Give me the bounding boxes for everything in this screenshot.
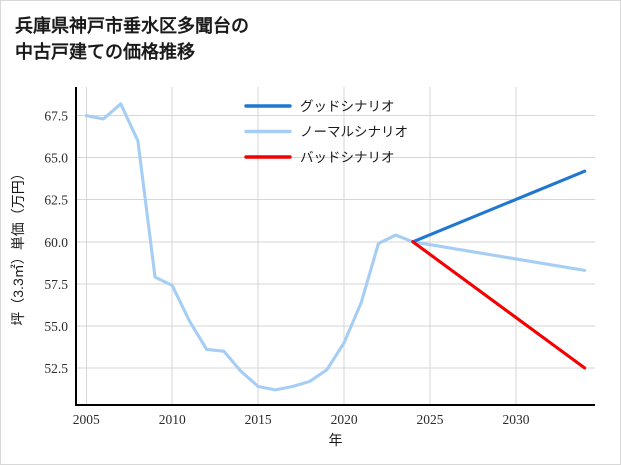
x-tick-label: 2015 <box>245 412 272 427</box>
x-tick-label: 2020 <box>331 412 358 427</box>
y-tick-label: 62.5 <box>44 193 68 208</box>
series-line-バッドシナリオ <box>411 240 587 370</box>
x-axis-title: 年 <box>329 432 343 448</box>
y-tick-label: 57.5 <box>44 277 68 292</box>
axis-spines <box>75 87 595 406</box>
series-line-グッドシナリオ <box>411 169 587 244</box>
chart-title: 兵庫県神戸市垂水区多聞台の 中古戸建ての価格推移 <box>15 16 249 63</box>
y-tick-label: 55.0 <box>44 319 68 334</box>
series-line-ノーマルシナリオ <box>84 102 587 392</box>
x-tick-label: 2005 <box>73 412 100 427</box>
y-tick-label: 65.0 <box>44 151 68 166</box>
y-tick-label: 60.0 <box>44 235 68 250</box>
y-axis-title: 坪（3.3㎡）単価（万円） <box>10 166 26 325</box>
legend-label-0: グッドシナリオ <box>300 99 395 114</box>
x-tick-label: 2030 <box>502 412 529 427</box>
x-tick-label: 2025 <box>417 412 444 427</box>
x-tick-label: 2010 <box>159 412 186 427</box>
y-tick-label: 52.5 <box>44 361 68 376</box>
legend-label-2: バッドシナリオ <box>300 150 395 165</box>
y-tick-label: 67.5 <box>44 109 68 124</box>
legend-label-1: ノーマルシナリオ <box>300 125 408 140</box>
